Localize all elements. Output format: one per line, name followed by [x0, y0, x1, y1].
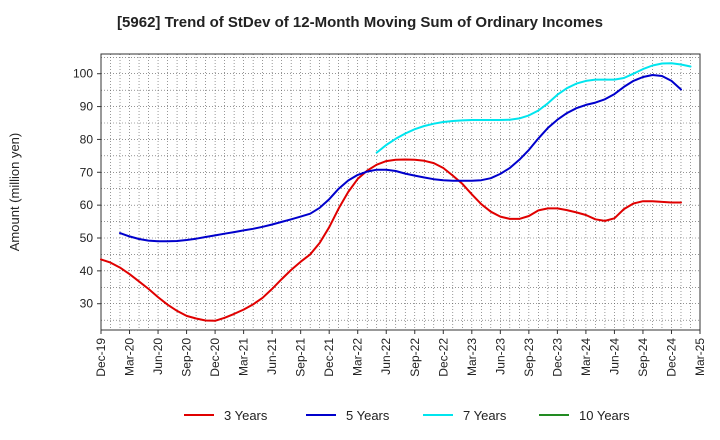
x-axis: Dec-19 Mar-20 Jun-20 Sep-20 Dec-20 Mar-21 Jun-… [94, 330, 707, 377]
x-tick-label: Dec-21 [322, 338, 336, 377]
y-tick-label: 100 [73, 67, 93, 81]
x-tick-label: Mar-23 [465, 338, 479, 376]
legend: 3 Years 5 Years 7 Years 10 Years [184, 408, 630, 423]
y-tick-label: 60 [80, 198, 94, 212]
x-tick-label: Dec-24 [664, 338, 678, 377]
y-axis-title: Amount (million yen) [7, 133, 22, 252]
x-tick-label: Jun-20 [151, 338, 165, 375]
y-tick-label: 70 [80, 165, 94, 179]
chart-title: [5962] Trend of StDev of 12-Month Moving… [117, 14, 603, 31]
legend-label: 10 Years [579, 408, 630, 423]
y-tick-label: 30 [80, 297, 94, 311]
x-tick-label: Jun-24 [607, 338, 621, 375]
legend-label: 5 Years [346, 408, 390, 423]
x-tick-label: Jun-23 [493, 338, 507, 375]
series-lines [100, 62, 692, 322]
x-tick-label: Mar-20 [123, 338, 137, 376]
y-tick-label: 50 [80, 231, 94, 245]
x-tick-label: Sep-23 [522, 338, 536, 377]
y-tick-label: 90 [80, 100, 94, 114]
legend-label: 7 Years [463, 408, 507, 423]
x-tick-label: Dec-23 [550, 338, 564, 377]
plot-frame [100, 53, 701, 331]
y-tick-label: 40 [80, 264, 94, 278]
x-tick-label: Sep-21 [294, 338, 308, 377]
x-tick-label: Dec-20 [208, 338, 222, 377]
x-tick-label: Mar-24 [579, 338, 593, 376]
y-tick-label: 80 [80, 132, 94, 146]
x-tick-label: Mar-25 [693, 338, 707, 376]
grid [101, 54, 700, 330]
x-tick-label: Dec-22 [436, 338, 450, 377]
x-tick-label: Sep-22 [408, 338, 422, 377]
y-axis: 30 40 50 60 70 80 90 100 [73, 67, 101, 311]
x-tick-label: Jun-22 [379, 338, 393, 375]
x-tick-label: Dec-19 [94, 338, 108, 377]
legend-label: 3 Years [224, 408, 268, 423]
series-line-3-years [100, 158, 682, 322]
series-line-5-years [119, 74, 682, 243]
x-tick-label: Mar-21 [237, 338, 251, 376]
x-tick-label: Mar-22 [351, 338, 365, 376]
x-tick-label: Sep-20 [180, 338, 194, 377]
series-line-7-years [375, 62, 692, 154]
x-tick-label: Sep-24 [636, 338, 650, 377]
x-tick-label: Jun-21 [265, 338, 279, 375]
